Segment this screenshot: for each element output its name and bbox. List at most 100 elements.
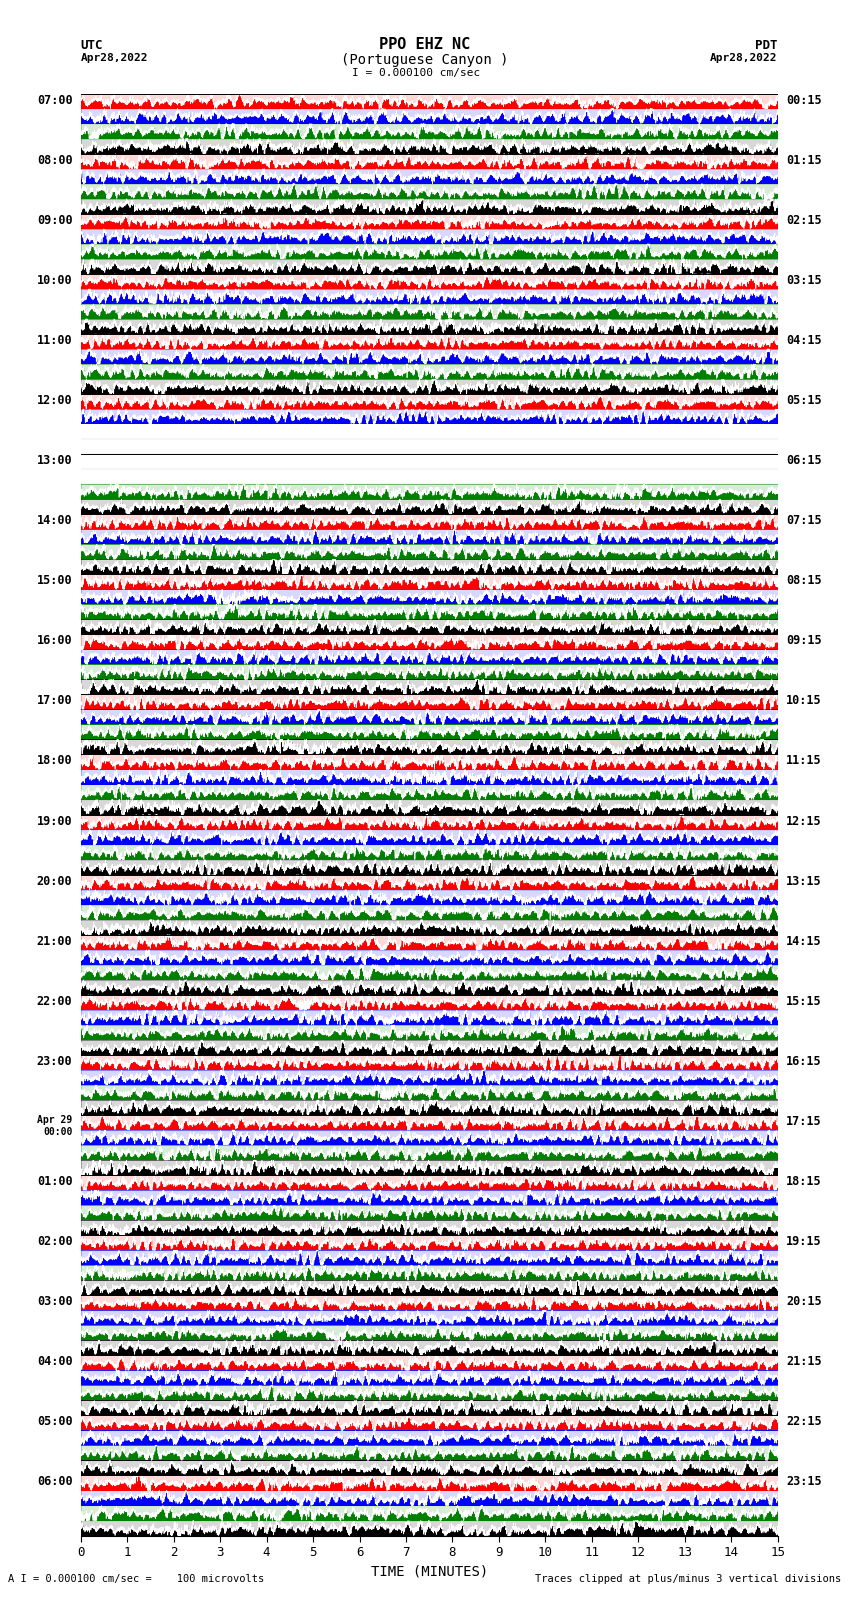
Bar — [81, 229, 778, 244]
X-axis label: TIME (MINUTES): TIME (MINUTES) — [371, 1565, 488, 1579]
Bar — [81, 365, 778, 379]
Text: 23:15: 23:15 — [786, 1476, 822, 1489]
Bar — [81, 815, 778, 829]
Text: 08:00: 08:00 — [37, 153, 72, 166]
Bar — [81, 1505, 778, 1521]
Text: 06:00: 06:00 — [37, 1476, 72, 1489]
Bar — [81, 1069, 778, 1086]
Bar — [81, 769, 778, 784]
Bar — [81, 1490, 778, 1505]
Bar — [81, 605, 778, 619]
Text: 21:15: 21:15 — [786, 1355, 822, 1368]
Text: 21:00: 21:00 — [37, 936, 72, 948]
Text: 01:15: 01:15 — [786, 153, 822, 166]
Bar — [81, 800, 778, 815]
Bar — [81, 274, 778, 289]
Bar — [81, 1355, 778, 1371]
Bar — [81, 153, 778, 169]
Text: 06:15: 06:15 — [786, 455, 822, 468]
Text: 17:00: 17:00 — [37, 695, 72, 708]
Text: 09:00: 09:00 — [37, 215, 72, 227]
Bar — [81, 755, 778, 769]
Text: 07:00: 07:00 — [37, 94, 72, 106]
Text: 05:00: 05:00 — [37, 1416, 72, 1429]
Text: 16:15: 16:15 — [786, 1055, 822, 1068]
Bar — [81, 905, 778, 919]
Bar — [81, 1431, 778, 1445]
Bar — [81, 455, 778, 469]
Bar — [81, 1445, 778, 1460]
Text: I = 0.000100 cm/sec: I = 0.000100 cm/sec — [353, 68, 480, 77]
Text: 03:15: 03:15 — [786, 274, 822, 287]
Bar — [81, 258, 778, 274]
Bar — [81, 936, 778, 950]
Bar — [81, 529, 778, 544]
Text: 03:00: 03:00 — [37, 1295, 72, 1308]
Bar — [81, 348, 778, 365]
Text: 19:00: 19:00 — [37, 815, 72, 827]
Text: 10:15: 10:15 — [786, 695, 822, 708]
Bar — [81, 1160, 778, 1174]
Text: Apr28,2022: Apr28,2022 — [711, 53, 778, 63]
Bar — [81, 184, 778, 198]
Bar — [81, 1115, 778, 1131]
Bar — [81, 244, 778, 258]
Bar — [81, 1281, 778, 1295]
Bar — [81, 1265, 778, 1281]
Bar — [81, 574, 778, 589]
Text: (Portuguese Canyon ): (Portuguese Canyon ) — [341, 53, 509, 68]
Text: PDT: PDT — [756, 39, 778, 52]
Bar — [81, 710, 778, 724]
Bar — [81, 1205, 778, 1219]
Text: 08:15: 08:15 — [786, 574, 822, 587]
Bar — [81, 410, 778, 424]
Bar — [81, 1371, 778, 1386]
Bar — [81, 139, 778, 153]
Bar — [81, 108, 778, 124]
Bar — [81, 1190, 778, 1205]
Text: 18:15: 18:15 — [786, 1174, 822, 1189]
Bar — [81, 1055, 778, 1069]
Bar — [81, 724, 778, 739]
Bar — [81, 1219, 778, 1236]
Bar — [81, 589, 778, 605]
Text: 17:15: 17:15 — [786, 1115, 822, 1127]
Bar — [81, 739, 778, 755]
Bar — [81, 634, 778, 650]
Bar — [81, 94, 778, 108]
Bar — [81, 303, 778, 319]
Bar — [81, 1460, 778, 1476]
Text: 05:15: 05:15 — [786, 394, 822, 406]
Text: 18:00: 18:00 — [37, 755, 72, 768]
Text: 16:00: 16:00 — [37, 634, 72, 647]
Bar — [81, 515, 778, 529]
Bar — [81, 1100, 778, 1115]
Text: 14:00: 14:00 — [37, 515, 72, 527]
Bar — [81, 1040, 778, 1055]
Bar — [81, 379, 778, 394]
Bar — [81, 650, 778, 665]
Bar — [81, 979, 778, 995]
Bar — [81, 198, 778, 215]
Bar — [81, 169, 778, 184]
Bar — [81, 1400, 778, 1416]
Bar — [81, 334, 778, 348]
Text: 22:15: 22:15 — [786, 1416, 822, 1429]
Bar — [81, 215, 778, 229]
Bar — [81, 619, 778, 634]
Bar — [81, 544, 778, 560]
Text: 10:00: 10:00 — [37, 274, 72, 287]
Bar — [81, 1250, 778, 1265]
Bar — [81, 289, 778, 303]
Bar — [81, 784, 778, 800]
Bar — [81, 665, 778, 679]
Bar — [81, 829, 778, 845]
Bar — [81, 424, 778, 439]
Bar — [81, 1521, 778, 1536]
Text: 12:00: 12:00 — [37, 394, 72, 406]
Bar — [81, 1326, 778, 1340]
Bar — [81, 319, 778, 334]
Text: 13:15: 13:15 — [786, 874, 822, 887]
Text: UTC: UTC — [81, 39, 103, 52]
Bar — [81, 1131, 778, 1145]
